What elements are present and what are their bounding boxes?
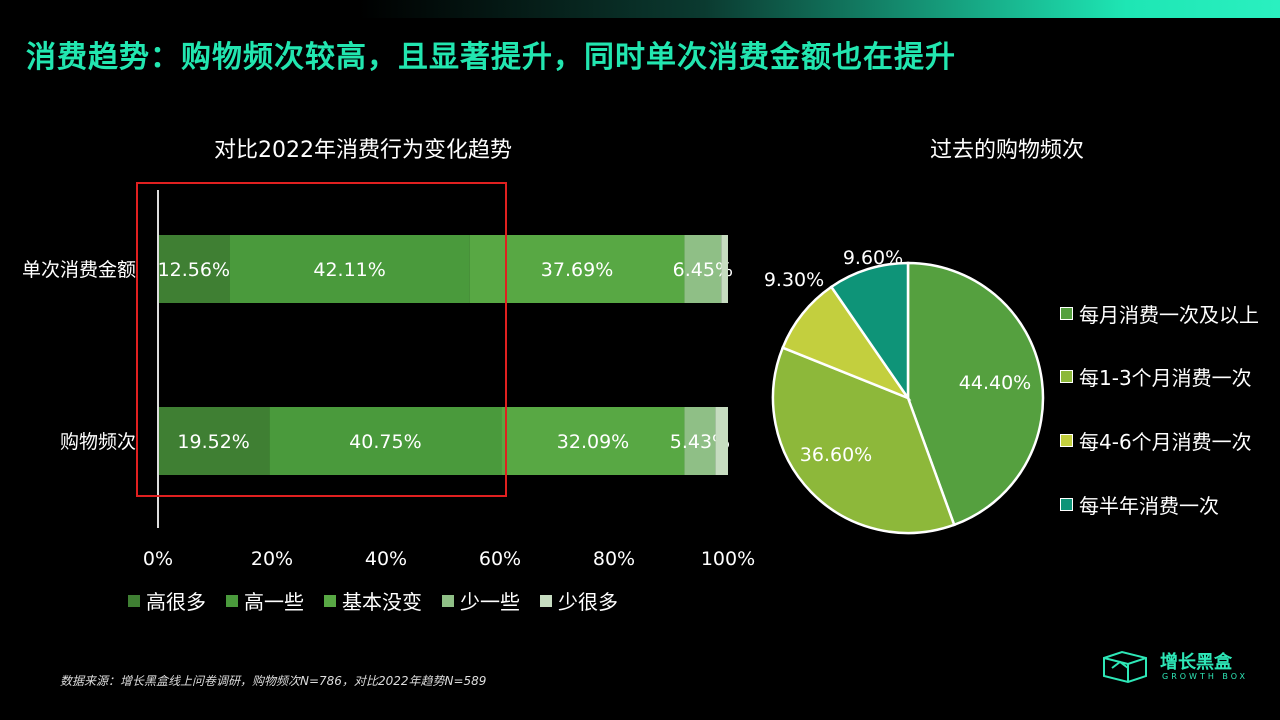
legend-label: 每4-6个月消费一次 — [1079, 430, 1252, 454]
bar-segment — [269, 407, 502, 475]
legend-swatch — [1060, 434, 1073, 447]
bar-segment — [715, 407, 728, 475]
legend-item: 高一些 — [226, 586, 304, 615]
pie-data-label: 36.60% — [800, 444, 872, 466]
legend-label: 少很多 — [558, 590, 618, 614]
bar-data-label: 6.45% — [673, 259, 733, 281]
bar-segment — [158, 407, 270, 475]
bar-data-label: 12.56% — [158, 259, 230, 281]
logo-subtext: GROWTH BOX — [1162, 672, 1249, 681]
legend-swatch — [1060, 307, 1073, 320]
pie-slice — [771, 346, 956, 535]
legend-label: 少一些 — [460, 590, 520, 614]
x-tick-label: 0% — [143, 548, 173, 570]
legend-item: 每半年消费一次 — [1060, 490, 1219, 519]
top-accent-bar — [0, 0, 1280, 18]
legend-label: 每月消费一次及以上 — [1079, 303, 1259, 327]
bar-data-label: 40.75% — [349, 431, 421, 453]
bar-data-label: 32.09% — [557, 431, 629, 453]
legend-item: 每1-3个月消费一次 — [1060, 362, 1252, 391]
brand-logo: 增长黑盒 GROWTH BOX — [1100, 646, 1250, 686]
page-title: 消费趋势：购物频次较高，且显著提升，同时单次消费金额也在提升 — [26, 40, 956, 75]
legend-item: 每4-6个月消费一次 — [1060, 426, 1252, 455]
pie-slice — [906, 261, 1045, 527]
stacked-bar-chart: 12.56% 42.11% 37.69% 6.45% 单次消费金额 19.52% 40.75… — [22, 182, 755, 570]
x-tick-label: 40% — [365, 548, 407, 570]
legend-item: 每月消费一次及以上 — [1060, 299, 1259, 328]
bar-segment — [229, 235, 470, 303]
legend-swatch — [442, 594, 454, 607]
x-tick-label: 80% — [593, 548, 635, 570]
legend-label: 每1-3个月消费一次 — [1079, 366, 1252, 390]
bar-data-label: 42.11% — [313, 259, 385, 281]
category-label: 单次消费金额 — [22, 259, 136, 281]
legend-item: 少很多 — [540, 586, 618, 615]
highlight-box — [136, 182, 507, 497]
pie-chart-title: 过去的购物频次 — [930, 138, 1085, 163]
data-source-footnote: 数据来源：增长黑盒线上问卷调研，购物频次N=786，对比2022年趋势N=589 — [60, 674, 487, 688]
x-tick-label: 20% — [251, 548, 293, 570]
bar-segment — [684, 407, 716, 475]
legend-label: 高很多 — [146, 590, 206, 614]
bar-chart-title: 对比2022年消费行为变化趋势 — [214, 138, 512, 163]
legend-swatch — [226, 594, 238, 607]
bar-segment — [684, 235, 722, 303]
bar-segment — [501, 407, 685, 475]
x-tick-label: 100% — [701, 548, 755, 570]
pie-slice — [829, 261, 910, 403]
legend-swatch — [1060, 498, 1073, 511]
growth-box-logo-icon — [1103, 650, 1147, 684]
legend-swatch — [540, 594, 552, 607]
legend-label: 每半年消费一次 — [1079, 494, 1219, 518]
bar-segment — [721, 235, 728, 303]
x-tick-label: 60% — [479, 548, 521, 570]
pie-data-label: 9.60% — [843, 247, 903, 269]
legend-item: 基本没变 — [324, 586, 422, 615]
bar-data-label: 37.69% — [541, 259, 613, 281]
bar-segment — [158, 235, 230, 303]
category-label: 购物频次 — [60, 431, 136, 453]
legend-swatch — [128, 594, 140, 607]
legend-item: 少一些 — [442, 586, 520, 615]
legend-swatch — [324, 594, 336, 607]
bar-data-label: 19.52% — [177, 431, 249, 453]
pie-slice — [781, 285, 912, 401]
legend-swatch — [1060, 370, 1073, 383]
bar-data-label: 5.43% — [670, 431, 730, 453]
legend-label: 基本没变 — [342, 590, 422, 614]
logo-text: 增长黑盒 — [1160, 652, 1232, 673]
legend-label: 高一些 — [244, 590, 304, 614]
bar-chart-legend: 高很多 高一些 基本没变 少一些 少很多 — [128, 586, 618, 615]
pie-data-label: 44.40% — [959, 372, 1031, 394]
legend-item: 高很多 — [128, 586, 206, 615]
